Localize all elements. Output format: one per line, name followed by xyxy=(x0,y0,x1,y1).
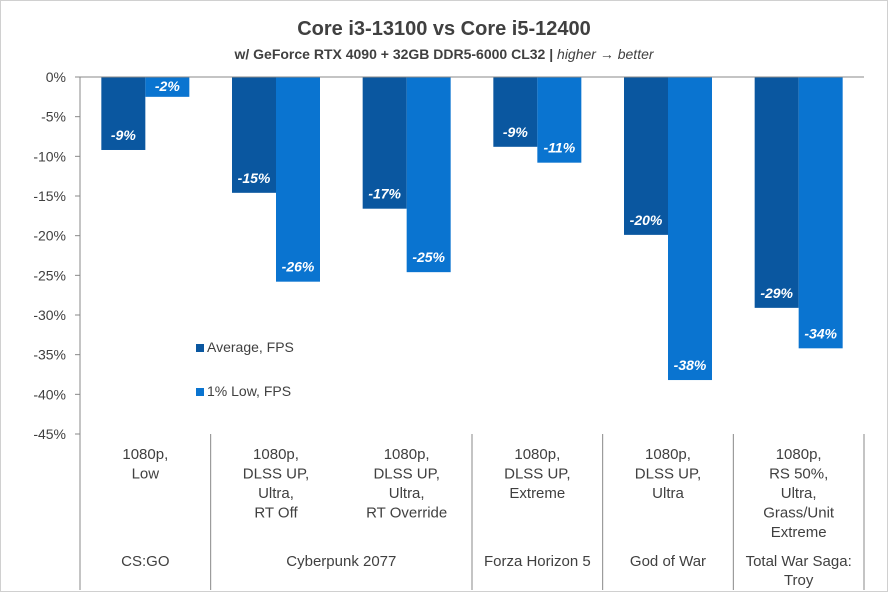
y-tick-label: -20% xyxy=(33,228,66,244)
bar-low-1 xyxy=(276,77,320,282)
chart-title: Core i3-13100 vs Core i5-12400 xyxy=(297,18,591,40)
game-label: Forza Horizon 5 xyxy=(484,553,591,570)
category-setting-label: Extreme xyxy=(771,524,827,541)
category-setting-label: 1080p, xyxy=(122,446,168,463)
bar-low-3 xyxy=(537,77,582,163)
legend-swatch-1 xyxy=(196,388,204,396)
bar-value-label: -9% xyxy=(111,127,136,143)
category-setting-label: 1080p, xyxy=(645,446,691,463)
category-setting-label: 1080p, xyxy=(514,446,560,463)
bar-average-4 xyxy=(624,77,668,235)
bar-value-label: -11% xyxy=(544,140,576,156)
category-setting-label: DLSS UP, xyxy=(504,466,570,483)
y-tick-label: -40% xyxy=(33,386,66,402)
bar-value-label: -15% xyxy=(238,170,271,186)
game-label: God of War xyxy=(630,553,706,570)
category-setting-label: 1080p, xyxy=(253,446,299,463)
legend-label: Average, FPS xyxy=(207,339,294,355)
category-setting-label: RS 50%, xyxy=(769,466,828,483)
y-tick-label: -30% xyxy=(33,307,66,323)
bar-low-2 xyxy=(406,77,451,273)
category-setting-label: 1080p, xyxy=(384,446,430,463)
y-tick-label: -15% xyxy=(33,188,66,204)
bar-value-label: -34% xyxy=(804,325,837,341)
game-label: Troy xyxy=(784,572,814,589)
bar-low-5 xyxy=(798,77,843,349)
category-setting-label: DLSS UP, xyxy=(243,466,309,483)
category-setting-label: Ultra xyxy=(652,485,684,502)
bar-low-0 xyxy=(145,77,190,97)
category-setting-label: Ultra, xyxy=(781,485,817,502)
y-tick-label: -25% xyxy=(33,267,66,283)
bar-average-1 xyxy=(232,77,276,193)
category-setting-label: DLSS UP, xyxy=(373,466,439,483)
legend-label: 1% Low, FPS xyxy=(207,383,291,399)
bar-value-label: -20% xyxy=(630,212,663,228)
y-tick-label: -10% xyxy=(33,148,66,164)
bar-value-label: -9% xyxy=(503,124,528,140)
chart-subtitle: w/ GeForce RTX 4090 + 32GB DDR5-6000 CL3… xyxy=(233,46,654,62)
category-setting-label: 1080p, xyxy=(776,446,822,463)
bar-value-label: -17% xyxy=(368,186,401,202)
bar-average-2 xyxy=(362,77,407,209)
category-setting-label: Ultra, xyxy=(389,485,425,502)
game-label: Total War Saga: xyxy=(746,553,852,570)
bar-average-3 xyxy=(493,77,538,147)
bar-low-4 xyxy=(668,77,712,381)
category-setting-label: Extreme xyxy=(509,485,565,502)
bar-average-5 xyxy=(754,77,799,308)
category-setting-label: Grass/Unit xyxy=(763,505,835,522)
y-tick-label: -35% xyxy=(33,347,66,363)
category-setting-label: RT Off xyxy=(254,505,298,522)
chart-subtitle-main: w/ GeForce RTX 4090 + 32GB DDR5-6000 CL3… xyxy=(233,46,557,62)
category-setting-label: RT Override xyxy=(366,505,447,522)
bar-value-label: -38% xyxy=(674,357,707,373)
category-setting-label: Ultra, xyxy=(258,485,294,502)
legend-swatch-0 xyxy=(196,344,204,352)
y-tick-label: -5% xyxy=(41,109,66,125)
bar-value-label: -29% xyxy=(760,285,793,301)
bar-value-label: -2% xyxy=(155,78,180,94)
game-label: Cyberpunk 2077 xyxy=(286,553,396,570)
bar-value-label: -26% xyxy=(282,259,315,275)
bar-value-label: -25% xyxy=(412,249,445,265)
game-label: CS:GO xyxy=(121,553,169,570)
y-tick-label: -45% xyxy=(33,426,66,442)
category-setting-label: DLSS UP, xyxy=(635,466,701,483)
bar-average-0 xyxy=(101,77,146,150)
category-setting-label: Low xyxy=(132,466,160,483)
chart-subtitle-note: higher → better xyxy=(557,46,655,62)
y-tick-label: 0% xyxy=(46,69,66,85)
